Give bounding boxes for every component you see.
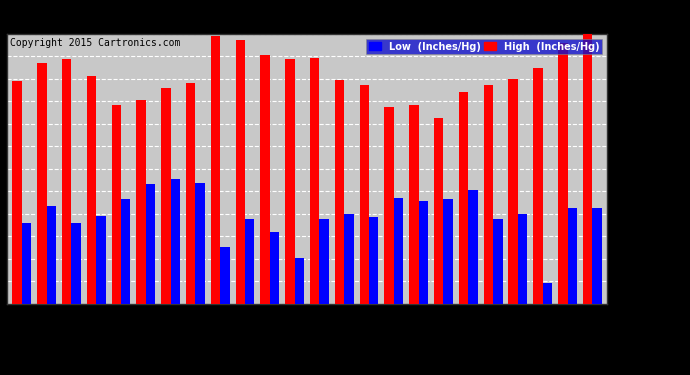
Bar	[319, 219, 329, 304]
Bar	[146, 184, 155, 304]
Bar	[394, 198, 403, 304]
Bar	[444, 200, 453, 304]
Bar	[419, 201, 428, 304]
Bar	[533, 68, 543, 304]
Bar	[245, 219, 255, 304]
Bar	[493, 219, 502, 304]
Bar	[285, 59, 295, 304]
Legend: Low  (Inches/Hg), High  (Inches/Hg): Low (Inches/Hg), High (Inches/Hg)	[366, 39, 602, 54]
Bar	[295, 258, 304, 304]
Bar	[220, 248, 230, 304]
Bar	[12, 81, 22, 304]
Bar	[112, 105, 121, 304]
Bar	[509, 78, 518, 304]
Bar	[409, 105, 419, 304]
Bar	[235, 40, 245, 304]
Bar	[211, 36, 220, 304]
Bar	[270, 232, 279, 304]
Bar	[62, 59, 71, 304]
Bar	[369, 217, 379, 304]
Bar	[518, 214, 527, 304]
Bar	[87, 76, 96, 304]
Bar	[567, 208, 577, 304]
Bar	[558, 43, 567, 304]
Bar	[161, 88, 170, 304]
Bar	[434, 118, 444, 304]
Bar	[344, 214, 354, 304]
Bar	[592, 208, 602, 304]
Bar	[310, 58, 319, 304]
Text: Copyright 2015 Cartronics.com: Copyright 2015 Cartronics.com	[10, 38, 180, 48]
Bar	[469, 190, 477, 304]
Bar	[583, 33, 592, 304]
Bar	[22, 223, 31, 304]
Bar	[137, 100, 146, 304]
Bar	[484, 86, 493, 304]
Bar	[543, 283, 552, 304]
Bar	[359, 86, 369, 304]
Bar	[459, 92, 469, 304]
Bar	[186, 82, 195, 304]
Bar	[71, 223, 81, 304]
Bar	[384, 107, 394, 304]
Bar	[335, 80, 344, 304]
Bar	[195, 183, 205, 304]
Bar	[121, 200, 130, 304]
Title: Barometric Pressure Monthly High/Low 20150219: Barometric Pressure Monthly High/Low 201…	[94, 18, 520, 33]
Bar	[260, 55, 270, 304]
Bar	[96, 216, 106, 304]
Bar	[47, 206, 56, 304]
Bar	[37, 63, 47, 304]
Bar	[170, 179, 180, 304]
